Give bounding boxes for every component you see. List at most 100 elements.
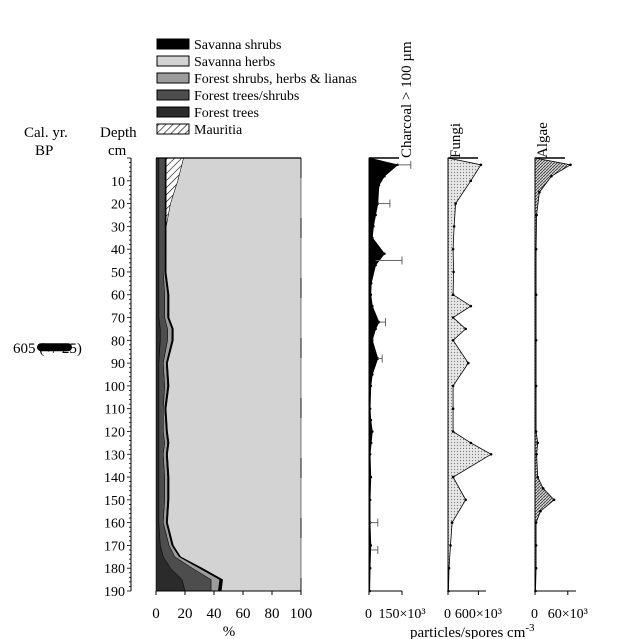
depth-axis: 10 20 30 40 50 60 70 80 90 100 110 120 130 140 150 160 1… — [104, 157, 132, 600]
legend-label-forest-trees-shrubs: Forest trees/shrubs — [194, 89, 299, 104]
data-point — [451, 339, 455, 342]
depth-tick-label: 130 — [104, 448, 125, 463]
depth-tick-label: 80 — [111, 334, 125, 349]
data-point — [536, 441, 539, 445]
data-point — [369, 282, 373, 285]
depth-tick-label: 70 — [111, 312, 125, 327]
data-point — [371, 304, 374, 308]
fungi-title: Fungi — [448, 123, 464, 158]
tick-label-panel-fungi: 600×10³ — [455, 607, 502, 622]
data-point — [383, 252, 386, 255]
legend: Savanna shrubs Savanna herbs Forest shru… — [156, 38, 357, 138]
legend-label-forest-shrubs: Forest shrubs, herbs & lianas — [194, 72, 357, 87]
data-point — [464, 327, 468, 331]
data-point — [451, 407, 455, 411]
data-point — [371, 339, 374, 342]
depth-tick-label: 110 — [105, 403, 125, 418]
pct-tick-label: 40 — [207, 606, 222, 622]
depth-tick-label: 40 — [111, 243, 125, 258]
area-panel-charcoal — [368, 157, 399, 592]
data-point — [550, 174, 553, 178]
data-point — [538, 190, 541, 194]
data-point — [451, 293, 455, 297]
date-bar — [37, 343, 72, 352]
data-point — [451, 475, 455, 479]
depth-tick-label: 50 — [111, 266, 125, 281]
data-point — [451, 430, 455, 433]
data-point — [539, 509, 542, 513]
depth-label: Depth — [100, 125, 137, 141]
data-point — [535, 213, 538, 217]
depth-tick-label: 190 — [104, 585, 125, 600]
depth-tick-label: 60 — [111, 289, 125, 304]
data-point — [454, 202, 457, 205]
legend-swatch-forest-trees-shrubs — [156, 89, 190, 101]
data-point — [450, 521, 454, 524]
legend-label-mauritia: Mauritia — [194, 123, 243, 138]
data-point — [372, 225, 375, 228]
depth-tick-label: 150 — [104, 494, 125, 509]
data-point — [469, 179, 473, 183]
depth-tick-label: 120 — [104, 425, 125, 440]
data-point — [552, 498, 556, 502]
data-point — [371, 236, 374, 240]
depth-tick-label: 180 — [104, 562, 125, 577]
data-point — [479, 163, 483, 167]
charcoal-title: Charcoal > 100 µm — [399, 41, 415, 158]
percent-axis-label: % — [223, 624, 236, 639]
depth-tick-label: 90 — [111, 357, 125, 372]
legend-label-forest-trees: Forest trees — [194, 106, 259, 121]
area-panel-algae — [534, 157, 572, 592]
data-point — [541, 487, 545, 490]
area-panel-fungi — [447, 157, 492, 592]
pct-area-savanna-herbs — [165, 157, 302, 592]
data-point — [464, 498, 468, 502]
shared-x-label: particles/spores cm-3 — [410, 622, 535, 639]
pct-tick-label: 80 — [265, 606, 280, 622]
data-point — [451, 384, 455, 388]
data-point — [535, 453, 538, 456]
pct-tick-label: 100 — [290, 606, 313, 622]
algae-title: Algae — [535, 122, 551, 158]
data-point — [469, 304, 473, 308]
data-point — [369, 441, 373, 445]
data-point — [369, 475, 373, 479]
depth-tick-label: 20 — [111, 198, 125, 213]
data-point — [369, 418, 373, 422]
data-point — [469, 441, 473, 445]
data-point — [374, 213, 377, 217]
pct-tick-label: 0 — [152, 606, 160, 622]
data-point — [569, 163, 572, 167]
tick-label-panel-charcoal: 150×10³ — [378, 607, 425, 622]
data-point — [369, 293, 373, 297]
legend-label-savanna-herbs: Savanna herbs — [194, 55, 275, 70]
depth-tick-label: 100 — [104, 380, 125, 395]
depth-tick-label: 30 — [111, 220, 125, 235]
data-point — [369, 384, 373, 388]
pct-tick-label: 60 — [236, 606, 251, 622]
legend-swatch-savanna-herbs — [156, 55, 190, 67]
percentage-panel: 0 20 40 60 80 100 — [152, 157, 313, 622]
data-point — [371, 373, 374, 376]
legend-swatch-savanna-shrubs — [156, 38, 190, 50]
data-point — [489, 453, 493, 456]
legend-swatch-forest-shrubs — [156, 72, 190, 84]
legend-swatch-forest-trees — [156, 106, 190, 118]
tick-label-panel-algae: 60×10³ — [548, 607, 588, 622]
cal-yr-label: Cal. yr. — [24, 125, 68, 141]
data-point — [452, 270, 455, 274]
depth-tick-label: 160 — [104, 517, 125, 532]
data-point — [371, 430, 374, 433]
legend-swatch-mauritia — [156, 123, 190, 135]
data-point — [377, 184, 381, 187]
data-point — [369, 544, 373, 547]
depth-tick-label: 170 — [104, 539, 125, 554]
data-point — [452, 225, 456, 228]
data-point — [467, 361, 470, 365]
data-point — [451, 247, 455, 251]
data-point — [451, 316, 455, 319]
depth-tick-label: 10 — [111, 175, 125, 190]
depth-unit-label: cm — [108, 143, 127, 159]
depth-tick-label: 140 — [104, 471, 125, 486]
